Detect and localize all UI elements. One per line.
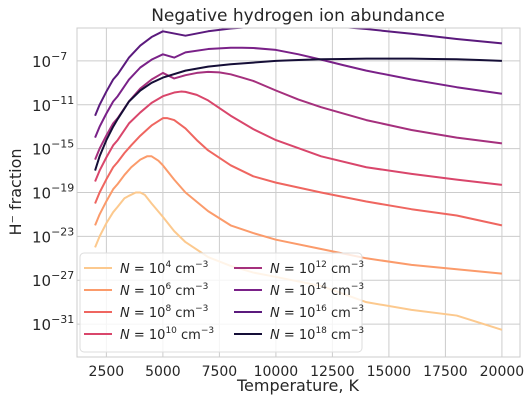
legend: N = 104 cm−3 N = 106 cm−3 N = 108 cm−3 N = … [79, 252, 364, 353]
series-line [94, 155, 503, 275]
y-tick-label: 10−23 [32, 225, 74, 246]
x-tick-label: 20000 [480, 364, 525, 380]
legend-label: N = 104 cm−3 [120, 260, 208, 277]
x-tick-label: 2500 [89, 364, 125, 380]
y-tick-label: 10−31 [32, 313, 74, 334]
legend-label: N = 1012 cm−3 [270, 260, 364, 277]
x-tick-label: 15000 [367, 364, 412, 380]
y-tick-base: 10 [32, 316, 51, 334]
x-tick-label: 17500 [423, 364, 468, 380]
y-tick-exponent: −27 [51, 269, 74, 282]
legend-label: N = 1018 cm−3 [270, 326, 364, 343]
series-line [94, 57, 502, 171]
plot-frame [76, 27, 521, 358]
y-tick-label: 10−11 [32, 94, 74, 115]
legend-label: N = 1016 cm−3 [270, 304, 364, 321]
y-tick-exponent: −23 [51, 225, 74, 238]
y-tick-exponent: −11 [51, 94, 74, 107]
y-tick-base: 10 [32, 141, 51, 159]
y-tick-exponent: −15 [51, 138, 74, 151]
legend-label: N = 108 cm−3 [120, 304, 208, 321]
y-tick-label: 10−27 [32, 269, 74, 290]
y-tick-base: 10 [32, 97, 51, 115]
series-line [94, 46, 503, 139]
x-tick-labels: 2500 5000 7500 10000 12500 15000 17500 20000 [89, 364, 525, 380]
legend-label: N = 1014 cm−3 [270, 282, 364, 299]
y-axis-label: H⁻ fraction [6, 148, 25, 235]
y-tick-label: 10−7 [32, 50, 67, 71]
x-tick-label: 10000 [254, 364, 299, 380]
y-tick-exponent: −7 [51, 50, 67, 63]
y-tick-exponent: −31 [51, 313, 74, 326]
y-tick-exponent: −19 [51, 182, 74, 195]
chart-title: Negative hydrogen ion abundance [151, 6, 445, 26]
y-tick-base: 10 [32, 272, 51, 290]
y-tick-base: 10 [32, 228, 51, 246]
y-tick-label: 10−15 [32, 138, 74, 159]
x-tick-label: 12500 [310, 364, 355, 380]
y-tick-base: 10 [32, 53, 51, 71]
legend-label: N = 1010 cm−3 [120, 326, 214, 343]
series-line [94, 90, 503, 186]
y-tick-base: 10 [32, 185, 51, 203]
legend-label: N = 106 cm−3 [120, 282, 208, 299]
x-axis-label: Temperature, K [236, 376, 360, 395]
legend-box [79, 252, 363, 353]
y-tick-label: 10−19 [32, 182, 74, 203]
x-tick-label: 5000 [145, 364, 181, 380]
x-tick-label: 7500 [202, 364, 238, 380]
series-line [94, 117, 503, 227]
